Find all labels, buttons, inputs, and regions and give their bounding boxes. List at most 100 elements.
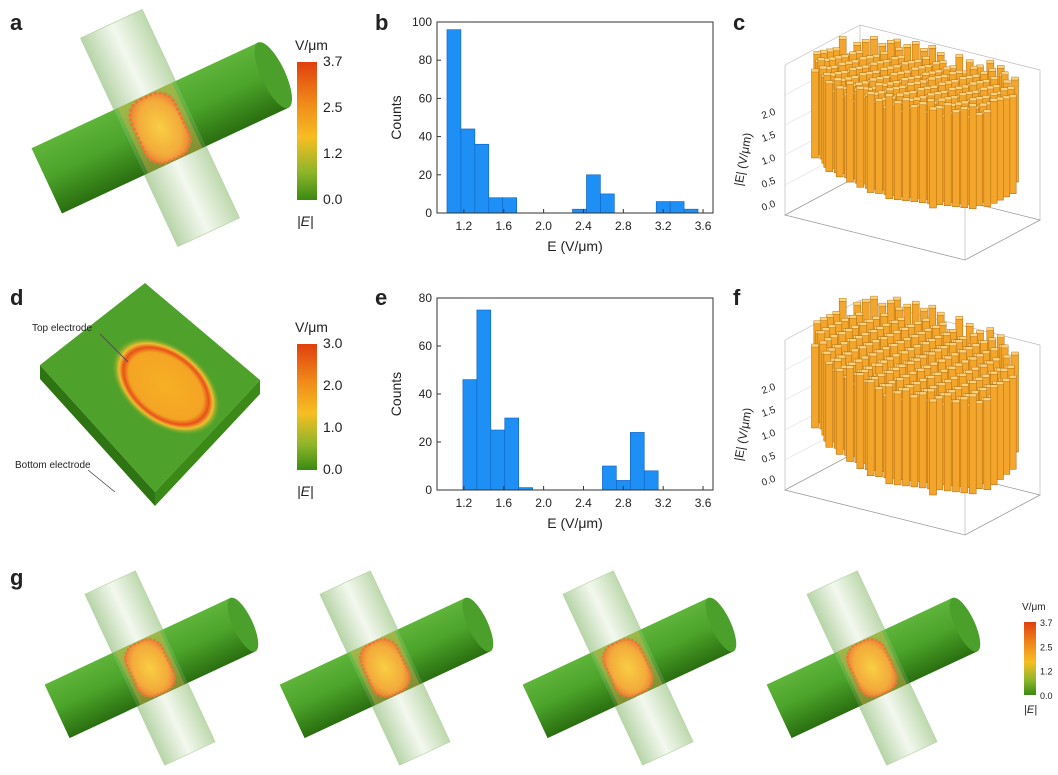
bar-3d-top: [820, 341, 827, 344]
bar-3d-top: [841, 342, 848, 345]
bar-3d-top: [956, 70, 963, 73]
bar-3d-top: [904, 304, 911, 307]
y-tick-label: 20: [419, 168, 433, 182]
y-tick-label: 0: [425, 206, 432, 220]
bar: [670, 202, 684, 213]
panel-label: e: [375, 285, 387, 310]
bar-3d-top: [938, 98, 945, 101]
bar-3d-top: [887, 300, 894, 303]
bar-3d-top: [818, 331, 825, 334]
bar-3d-top: [976, 97, 983, 100]
bar-3d-top: [972, 367, 979, 370]
bar-3d-top: [824, 338, 831, 341]
bar-3d-top: [912, 41, 919, 44]
colorbar: [297, 344, 317, 470]
bar-3d-top: [951, 96, 958, 99]
bar-3d-top: [980, 388, 987, 391]
bar-3d-top: [862, 39, 869, 42]
bar-3d-top: [903, 92, 910, 95]
bar-3d-top: [922, 342, 929, 345]
bar-3d-top: [894, 391, 901, 394]
bar-3d-top: [944, 393, 951, 396]
z-tick-label: 1.0: [760, 428, 777, 443]
bar-3d-top: [841, 71, 848, 74]
bar-3d-top: [983, 80, 990, 83]
bar-3d-top: [980, 364, 987, 367]
colorbar-tick: 1.2: [323, 145, 343, 161]
bar-3d-top: [839, 355, 846, 358]
bar-3d-top: [1003, 96, 1010, 99]
bar-3d-top: [909, 371, 916, 374]
bar-3d-top: [902, 327, 909, 330]
bar-3d: [876, 389, 883, 477]
electrode-slab: [40, 283, 260, 506]
bar-3d-top: [920, 96, 927, 99]
bar-3d-top: [976, 401, 983, 404]
colorbar-tick: 2.5: [323, 99, 343, 115]
bar-3d-top: [914, 358, 921, 361]
bar-3d-top: [870, 78, 877, 81]
bar-3d-top: [852, 325, 859, 328]
bar-3d-top: [839, 62, 846, 65]
bar-3d: [990, 387, 997, 485]
bar-3d-top: [871, 36, 878, 39]
bar-3d-top: [867, 380, 874, 383]
bar-3d-top: [949, 343, 956, 346]
bar-3d-top: [886, 384, 893, 387]
bar: [489, 198, 503, 213]
z-tick-label: 1.5: [760, 130, 777, 145]
bar-3d-top: [987, 86, 994, 89]
bar-3d-plot: 0.00.51.01.52.0|E| (V/μm): [731, 296, 1040, 535]
bar-3d-top: [839, 332, 846, 335]
bar-3d: [836, 88, 843, 177]
bar-3d-top: [918, 368, 925, 371]
bar-3d-top: [812, 69, 819, 72]
bar-3d-top: [880, 360, 887, 363]
bar-3d-top: [878, 373, 885, 376]
bar-3d-top: [866, 366, 873, 369]
colorbar-quantity: |E|: [297, 213, 314, 229]
bar-3d-top: [930, 386, 937, 389]
bar: [644, 471, 658, 490]
bar-3d-top: [987, 328, 994, 331]
x-axis-label: E (V/μm): [547, 515, 603, 531]
bar-3d-top: [972, 74, 979, 77]
bar-3d-top: [953, 110, 960, 113]
panel-label: c: [733, 10, 745, 35]
bar-3d-top: [943, 67, 950, 70]
bar-3d-top: [866, 319, 873, 322]
bar-3d-top: [914, 321, 921, 324]
bar-3d-top: [969, 104, 976, 107]
bar-3d-top: [897, 341, 904, 344]
bar-3d-top: [856, 66, 863, 69]
bar-3d-top: [902, 62, 909, 65]
bar-3d-top: [970, 334, 977, 337]
bar-3d-top: [950, 66, 957, 69]
bar: [505, 418, 519, 490]
x-tick-label: 2.4: [575, 496, 592, 510]
x-tick-label: 1.2: [456, 496, 473, 510]
bar-3d-top: [976, 113, 983, 116]
bar: [586, 175, 600, 213]
bar-3d-top: [835, 72, 842, 75]
bar-3d-top: [891, 344, 898, 347]
bar-3d-top: [961, 101, 968, 104]
bar-3d-top: [824, 351, 831, 354]
bar-3d-top: [928, 375, 935, 378]
bar-3d-top: [918, 88, 925, 91]
bar-3d-top: [894, 39, 901, 42]
bar-3d-top: [919, 102, 926, 105]
bar-3d-top: [939, 82, 946, 85]
bar-3d-top: [925, 328, 932, 331]
x-tick-label: 3.2: [655, 496, 672, 510]
bar-3d-top: [845, 61, 852, 64]
y-tick-label: 20: [419, 435, 433, 449]
bar-3d-top: [923, 56, 930, 59]
bar-3d-top: [997, 97, 1004, 100]
bar-3d: [903, 390, 910, 486]
bar-3d-top: [977, 65, 984, 68]
bar-3d-top: [970, 66, 977, 69]
y-axis-label: Counts: [388, 372, 404, 416]
annotation: Top electrode: [32, 323, 92, 334]
bar-3d: [847, 368, 854, 462]
